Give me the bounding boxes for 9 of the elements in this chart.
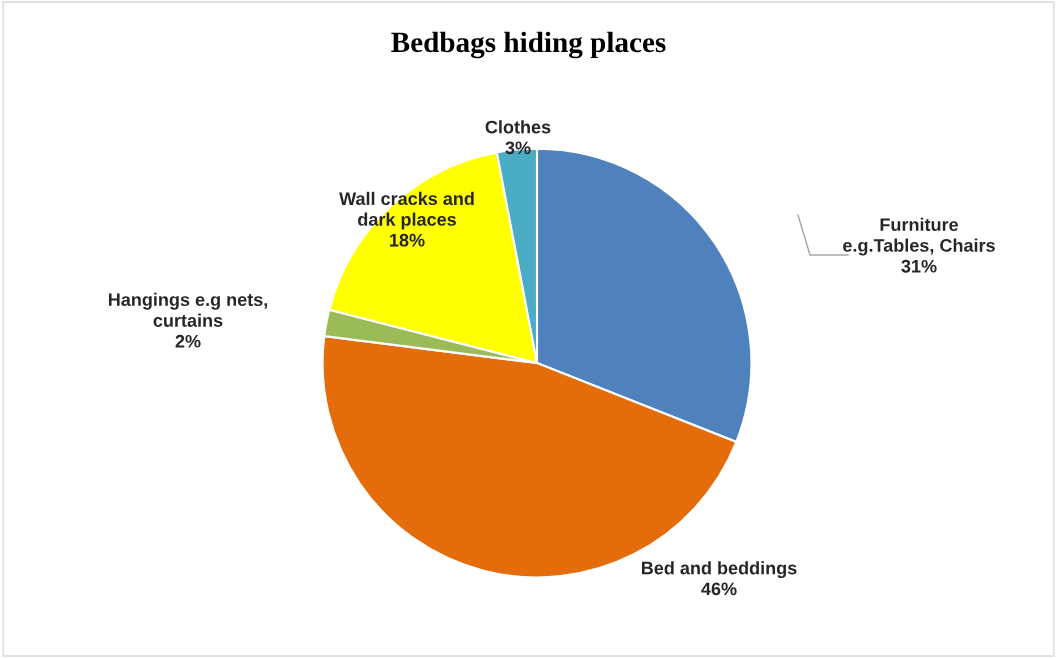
slice-label: Clothes [485, 120, 551, 134]
chart-title: Bedbags hiding places [391, 31, 666, 59]
data-label: 31% [901, 259, 937, 273]
data-label: 18% [390, 233, 425, 247]
slice-label: Hangings e.g nets, curtains [108, 292, 268, 327]
data-label: 2% [175, 334, 201, 348]
slice-label: Furniture e.g.Tables, Chairs [843, 217, 995, 256]
slice-label: Bed and beddings [641, 561, 797, 579]
data-label: 46% [701, 582, 737, 596]
